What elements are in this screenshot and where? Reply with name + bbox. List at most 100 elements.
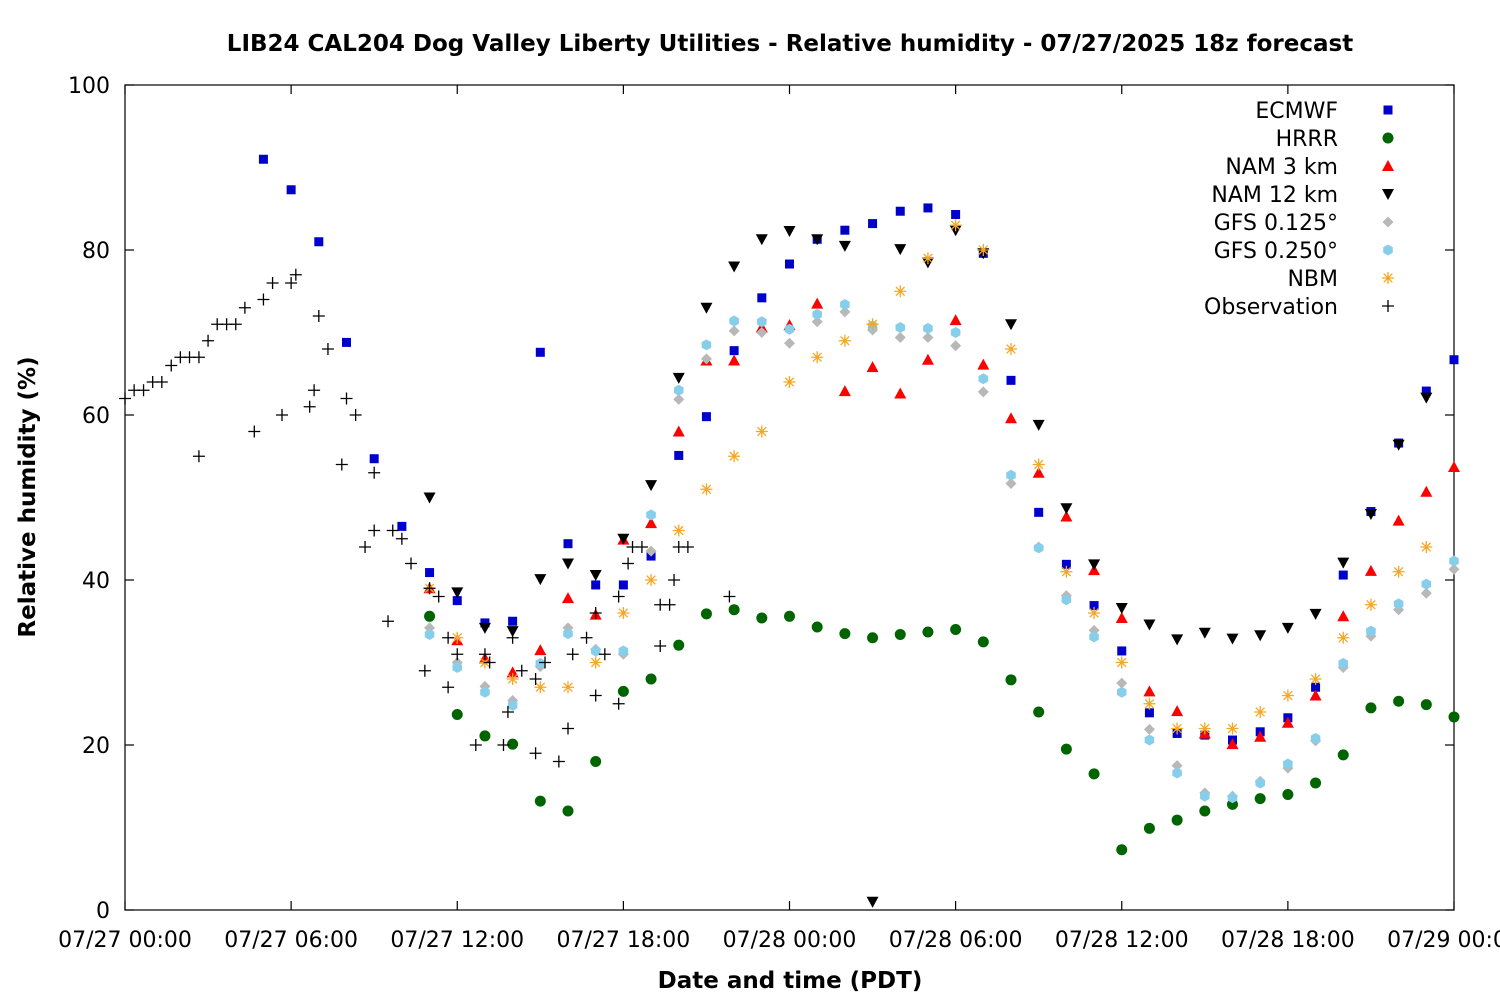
point-observation <box>340 392 353 405</box>
point-gfs-0-250 <box>618 645 629 657</box>
x-tick-label: 07/27 00:00 <box>58 928 192 953</box>
point-ecmwf <box>314 237 324 247</box>
point-nam-3-km <box>1392 514 1405 526</box>
point-gfs-0-125 <box>645 545 657 557</box>
point-nam-12-km <box>1226 633 1239 645</box>
series-gfs-0-125 <box>424 306 1460 802</box>
point-gfs-0-250 <box>1255 777 1265 789</box>
point-gfs-0-125 <box>728 325 740 337</box>
point-nam-12-km <box>894 244 907 256</box>
point-nam-12-km <box>672 372 685 384</box>
point-gfs-0-250 <box>895 322 906 334</box>
point-gfs-0-125 <box>1143 723 1155 735</box>
point-nbm <box>811 351 824 364</box>
point-observation <box>418 664 431 677</box>
legend-label-gfs-0-125: GFS 0.125° <box>1214 211 1338 236</box>
point-hrrr <box>922 626 934 638</box>
point-nam-12-km <box>534 574 547 586</box>
point-gfs-0-125 <box>922 331 934 343</box>
point-nam-3-km <box>949 314 962 326</box>
point-nbm <box>700 483 713 496</box>
point-hrrr <box>977 636 989 648</box>
point-gfs-0-125 <box>950 340 962 352</box>
point-gfs-0-250 <box>424 628 435 640</box>
point-gfs-0-250 <box>480 686 490 698</box>
point-observation <box>192 351 205 364</box>
point-gfs-0-250 <box>1089 631 1099 643</box>
point-nam-3-km <box>1309 689 1322 701</box>
point-gfs-0-250 <box>812 308 822 320</box>
point-gfs-0-125 <box>673 393 685 405</box>
point-ecmwf <box>563 539 573 549</box>
point-gfs-0-250 <box>1338 657 1349 669</box>
point-ecmwf <box>618 580 628 590</box>
legend-marker-observation <box>1382 300 1394 312</box>
point-ecmwf <box>895 206 905 216</box>
point-nam-3-km <box>1364 564 1377 576</box>
point-gfs-0-250 <box>535 657 546 669</box>
point-ecmwf <box>452 596 462 606</box>
point-nam-3-km <box>1115 611 1128 623</box>
x-tick-label: 07/28 12:00 <box>1055 928 1189 953</box>
point-ecmwf <box>286 185 296 195</box>
point-gfs-0-125 <box>977 386 989 398</box>
legend-label-hrrr: HRRR <box>1276 127 1338 152</box>
y-tick-label: 80 <box>82 239 110 264</box>
point-nbm <box>1005 343 1017 355</box>
x-tick-label: 07/28 06:00 <box>889 928 1023 953</box>
point-gfs-0-250 <box>1172 767 1182 779</box>
point-gfs-0-250 <box>1033 542 1044 554</box>
point-ecmwf <box>868 219 878 229</box>
point-observation <box>119 392 131 405</box>
point-nam-3-km <box>672 425 685 437</box>
point-hrrr <box>950 624 962 635</box>
point-nam-3-km <box>728 354 741 366</box>
point-nbm <box>1226 722 1239 735</box>
point-ecmwf <box>1034 507 1044 517</box>
point-nam-12-km <box>1309 608 1322 620</box>
point-observation <box>442 681 455 694</box>
point-ecmwf <box>342 337 351 347</box>
x-tick-label: 07/28 18:00 <box>1221 928 1355 953</box>
legend-label-nbm: NBM <box>1287 267 1338 292</box>
point-hrrr <box>1199 805 1211 817</box>
point-hrrr <box>756 612 768 624</box>
point-gfs-0-125 <box>784 337 795 349</box>
legend-marker-gfs-0-250 <box>1383 244 1393 256</box>
point-nam-12-km <box>478 622 491 634</box>
point-nbm <box>1392 565 1405 578</box>
point-gfs-0-250 <box>452 661 463 673</box>
point-nam-3-km <box>921 353 934 365</box>
point-ecmwf <box>1061 559 1071 569</box>
point-nam-3-km <box>1226 738 1239 750</box>
point-observation <box>580 631 593 644</box>
point-nam-3-km <box>1337 610 1350 622</box>
point-nbm <box>1171 722 1184 735</box>
point-gfs-0-125 <box>839 306 851 318</box>
point-nam-3-km <box>977 358 990 370</box>
point-nam-12-km <box>1115 603 1128 615</box>
point-nam-12-km <box>1171 634 1184 646</box>
point-nbm <box>1198 722 1211 735</box>
point-observation <box>612 697 625 710</box>
point-observation <box>598 648 611 661</box>
series-observation <box>119 268 736 768</box>
point-nbm <box>672 524 685 537</box>
point-nam-3-km <box>866 361 879 373</box>
point-hrrr <box>673 639 685 651</box>
point-nam-12-km <box>755 234 768 246</box>
legend-label-nam-3-km: NAM 3 km <box>1225 155 1338 180</box>
point-hrrr <box>1060 743 1072 755</box>
point-observation <box>432 590 445 603</box>
point-hrrr <box>1393 695 1405 707</box>
point-gfs-0-125 <box>1420 587 1432 599</box>
point-ecmwf <box>923 203 933 213</box>
point-nbm <box>1060 565 1073 578</box>
point-observation <box>529 673 542 685</box>
point-nbm <box>617 607 630 619</box>
point-hrrr <box>728 604 740 616</box>
point-nam-12-km <box>783 226 796 238</box>
point-observation <box>395 532 408 545</box>
point-gfs-0-250 <box>563 628 573 640</box>
point-observation <box>612 590 625 603</box>
